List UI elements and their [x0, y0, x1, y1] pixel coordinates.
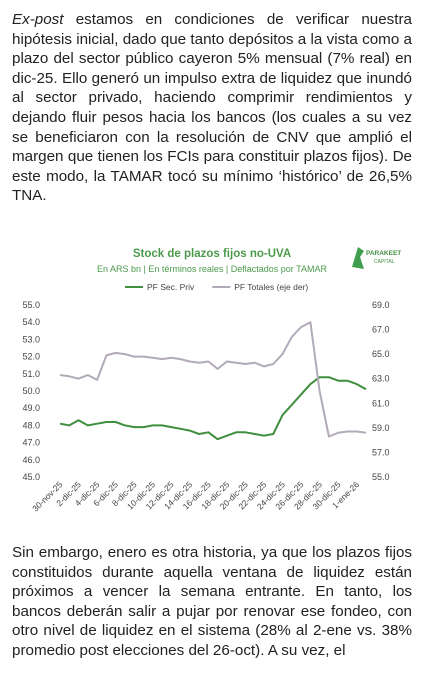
chart-subtitle: En ARS bn | En términos reales | Deflact…: [97, 264, 327, 274]
y2-tick-label: 55.0: [372, 472, 390, 482]
paragraph: Sin embargo, enero es otra historia, ya …: [12, 544, 412, 659]
y-tick-label: 54.0: [22, 317, 40, 327]
legend-label: PF Totales (eje der): [234, 282, 308, 292]
y-tick-label: 45.0: [22, 472, 40, 482]
y2-tick-label: 67.0: [372, 325, 390, 335]
series-line: [59, 321, 367, 438]
logo-icon: [352, 247, 364, 269]
series-line: [59, 376, 367, 441]
logo-name: PARAKEET: [366, 250, 401, 257]
paragraph-text: estamos en condiciones de verificar nues…: [12, 11, 412, 205]
y-tick-label: 47.0: [22, 438, 40, 448]
chart-title: Stock de plazos fijos no-UVA: [133, 248, 291, 260]
chart: Stock de plazos fijos no-UVA En ARS bn |…: [22, 247, 401, 513]
legend-label: PF Sec. Priv: [147, 282, 195, 292]
y-tick-label: 48.0: [22, 420, 40, 430]
y2-tick-label: 59.0: [372, 423, 390, 433]
emphasis: Ex-post: [12, 11, 64, 28]
y-tick-label: 51.0: [22, 369, 40, 379]
y2-tick-label: 69.0: [372, 300, 390, 310]
y2-tick-label: 61.0: [372, 398, 390, 408]
y2-tick-label: 65.0: [372, 349, 390, 359]
y-tick-label: 50.0: [22, 386, 40, 396]
paragraph: Ex-post estamos en condiciones de verifi…: [12, 10, 412, 206]
y-tick-label: 46.0: [22, 455, 40, 465]
y2-tick-label: 57.0: [372, 447, 390, 457]
y2-tick-label: 63.0: [372, 374, 390, 384]
logo-tagline: CAPITAL: [374, 259, 395, 265]
y-tick-label: 49.0: [22, 403, 40, 413]
y-tick-label: 53.0: [22, 334, 40, 344]
y-tick-label: 55.0: [22, 300, 40, 310]
y-tick-label: 52.0: [22, 352, 40, 362]
